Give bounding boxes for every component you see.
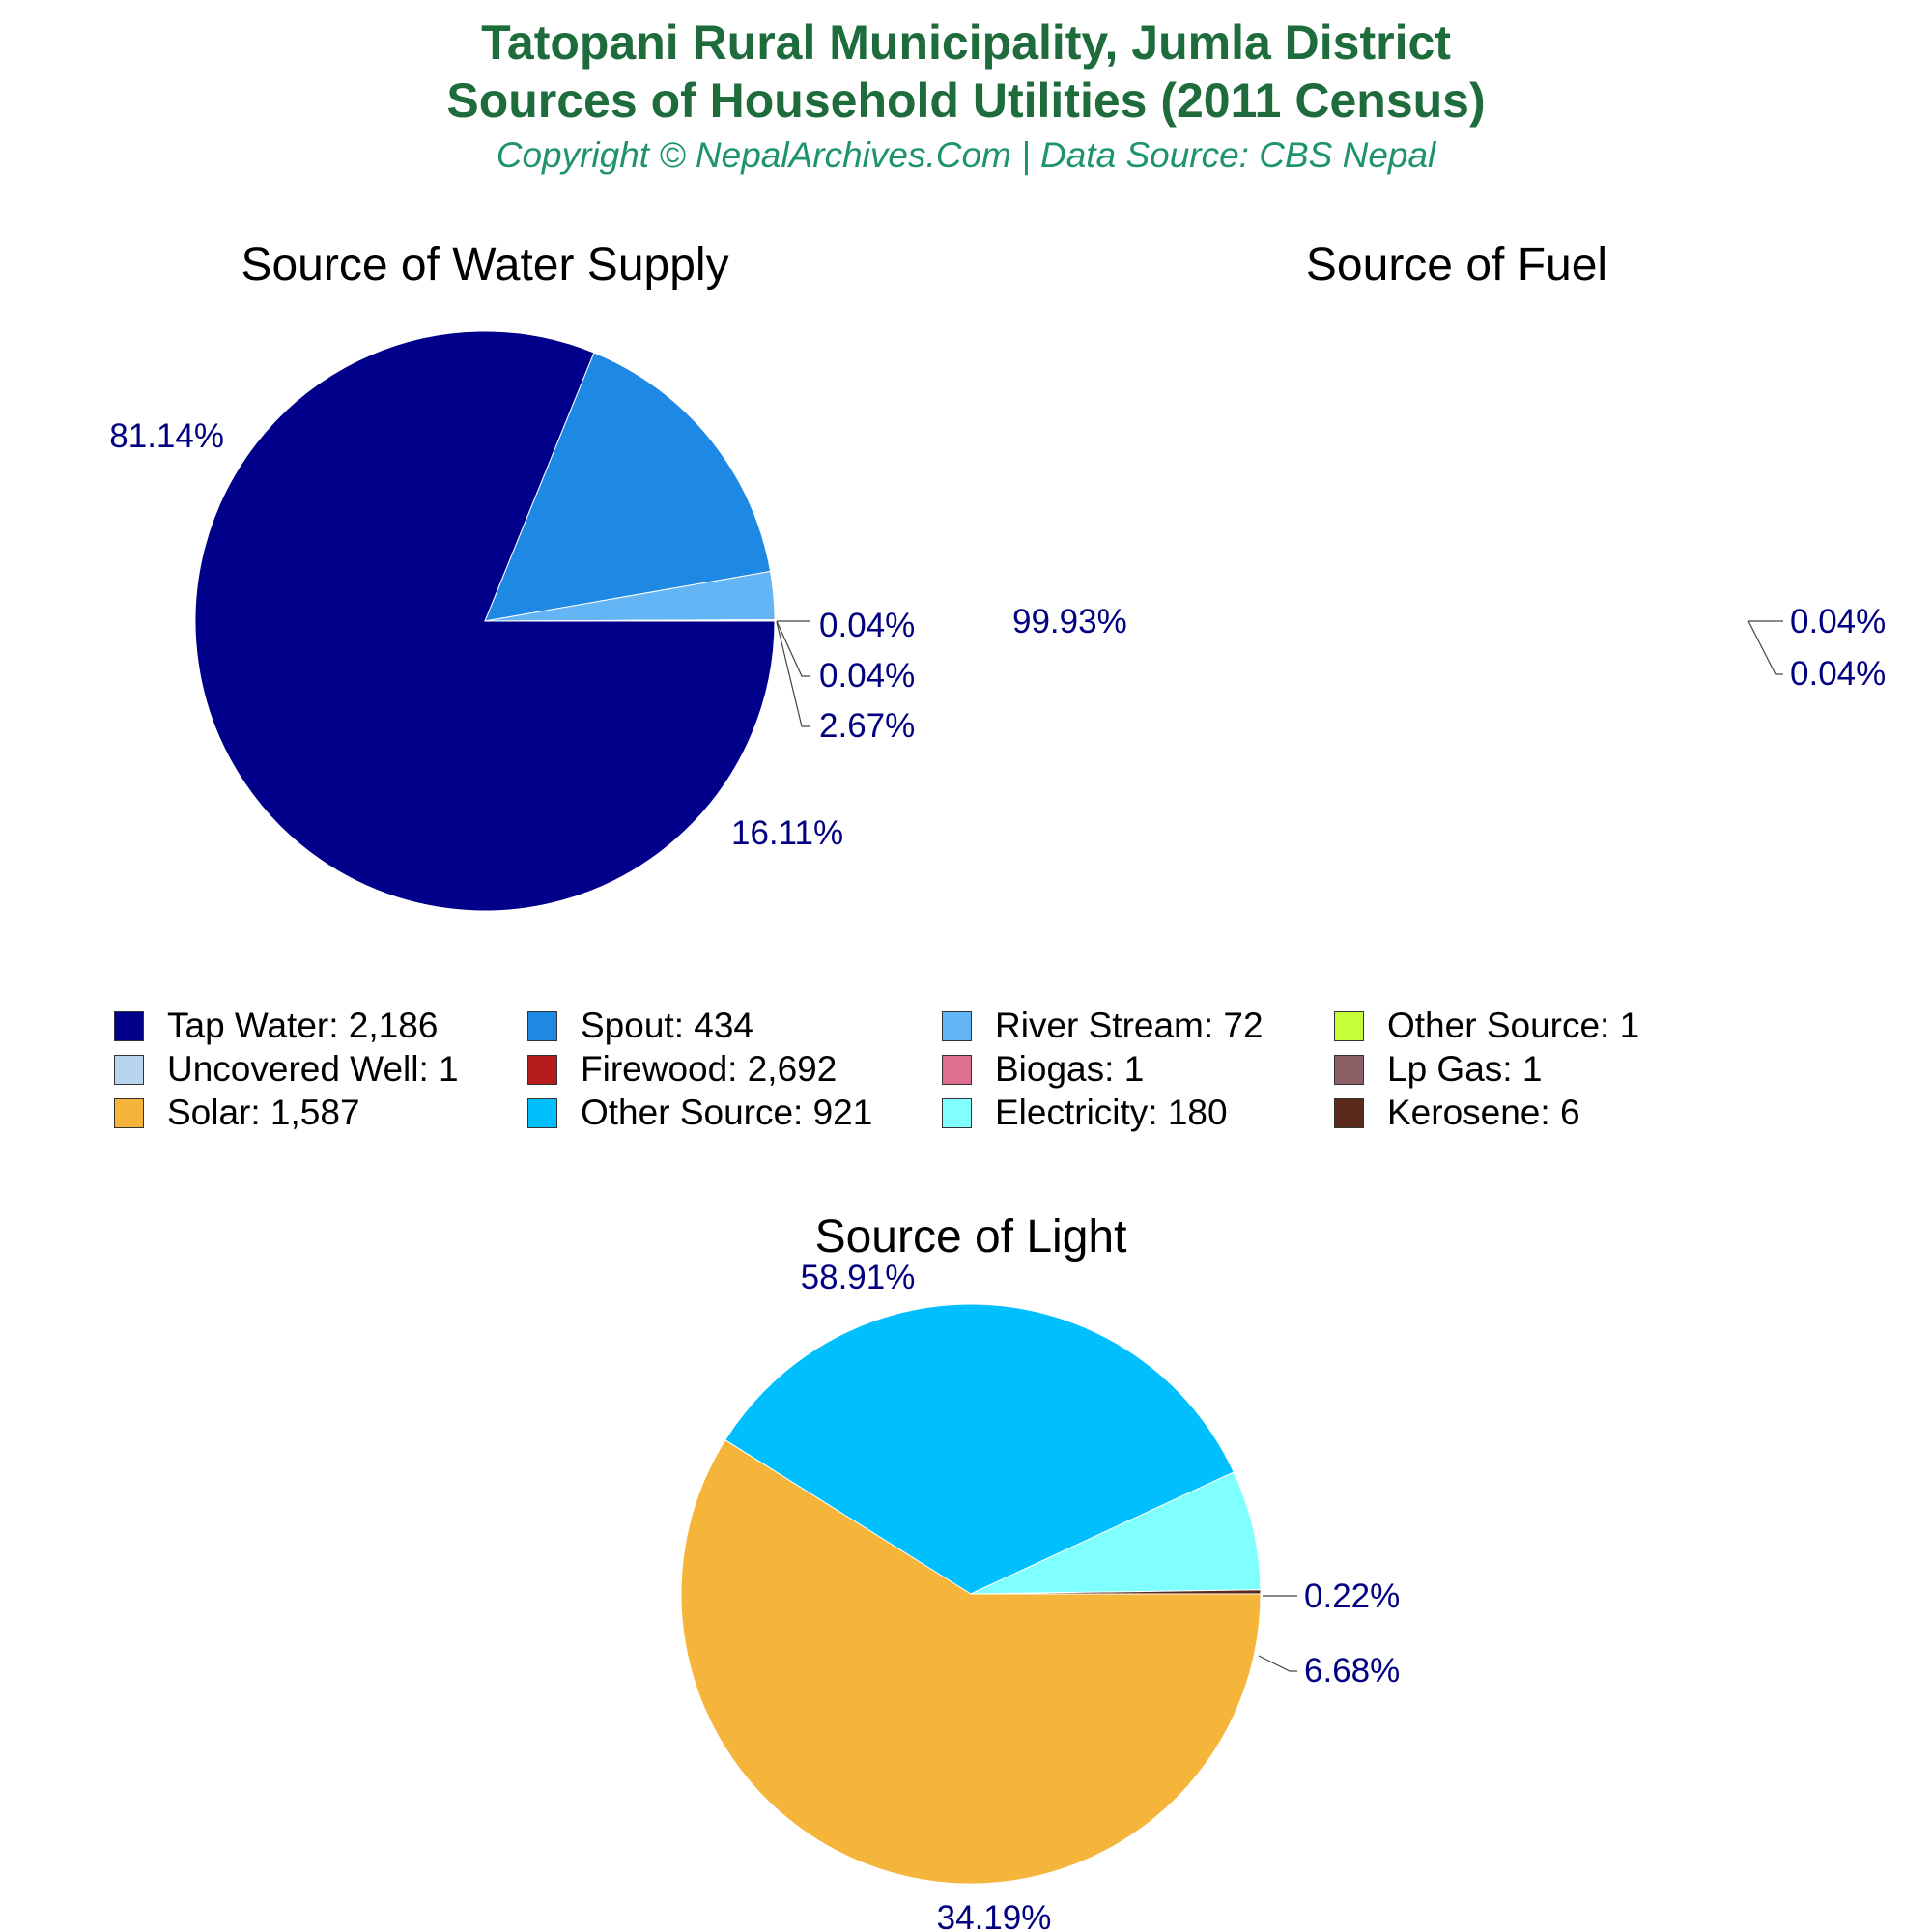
pie-slice-spout (484, 352, 772, 622)
legend-label: Lp Gas: 1 (1387, 1049, 1543, 1089)
legend-item: Uncovered Well: 1 (114, 1048, 459, 1091)
main-title-line-1: Tatopani Rural Municipality, Jumla Distr… (481, 15, 1451, 70)
pie-percent-label: 99.93% (1012, 603, 1127, 640)
pie-percent-label: 0.04% (819, 607, 915, 644)
pie-percent-label: 6.68% (1304, 1652, 1400, 1690)
pie-water-supply: Source of Water Supply 81.14% 16.11% 2.67%… (109, 240, 915, 912)
pie-percent-label: 0.04% (1790, 603, 1886, 640)
legend-label: Biogas: 1 (995, 1049, 1145, 1089)
chart-header: Tatopani Rural Municipality, Jumla Distr… (0, 14, 1932, 180)
pie-percent-label: 2.67% (819, 707, 915, 745)
legend-label: Other Source: 1 (1387, 1006, 1640, 1045)
pie-label-leader-line (776, 621, 810, 727)
pie-light-labels: 58.91% 34.19% 6.68% 0.22% (801, 1259, 1401, 1932)
legend-swatch (527, 1054, 557, 1085)
legend-label: Solar: 1,587 (167, 1093, 360, 1132)
legend-item: Electricity: 180 (942, 1092, 1228, 1134)
legend-label: Tap Water: 2,186 (167, 1006, 439, 1045)
legend-swatch (1334, 1010, 1364, 1041)
legend-item: Biogas: 1 (942, 1048, 1144, 1091)
legend-item: River Stream: 72 (942, 1005, 1264, 1047)
legend-item: Spout: 434 (527, 1005, 753, 1047)
pie-percent-label: 16.11% (731, 814, 843, 852)
legend-swatch (114, 1010, 144, 1041)
pie-percent-label: 34.19% (937, 1899, 1052, 1932)
pie-water-supply-slices (194, 330, 776, 912)
pie-light-slices (680, 1303, 1262, 1885)
legend-item: Solar: 1,587 (114, 1092, 360, 1134)
pie-label-leader-line (1258, 1655, 1297, 1672)
legend-label: Firewood: 2,692 (581, 1049, 838, 1089)
main-title-line-2: Sources of Household Utilities (2011 Cen… (446, 73, 1486, 128)
legend-label: Electricity: 180 (995, 1093, 1228, 1132)
pie-fuel-labels: 99.93% 0.04% 0.04% (1012, 603, 1886, 693)
legend-item: Firewood: 2,692 (527, 1048, 837, 1091)
pie-slice-kerosene (970, 1589, 1262, 1595)
legend-swatch (527, 1010, 557, 1041)
pie-percent-label: 0.04% (1790, 655, 1886, 693)
pie-water-supply-labels: 81.14% 16.11% 2.67% 0.04% 0.04% (109, 417, 915, 852)
legend-label: Spout: 434 (581, 1006, 753, 1045)
legend-swatch (942, 1010, 972, 1041)
legend-swatch (114, 1054, 144, 1085)
legend-swatch (942, 1097, 972, 1128)
legend-swatch (527, 1097, 557, 1128)
pie-percent-label: 0.04% (819, 657, 915, 695)
legend-swatch (942, 1054, 972, 1085)
legend-item: Other Source: 1 (1334, 1005, 1639, 1047)
legend-label: River Stream: 72 (995, 1006, 1264, 1045)
legend-item: Other Source: 921 (527, 1092, 872, 1134)
pie-title-water-supply: Source of Water Supply (241, 240, 728, 291)
pie-fuel: Source of Fuel 99.93% 0.04% 0.04% (1012, 240, 1886, 693)
legend-item: Kerosene: 6 (1334, 1092, 1580, 1134)
pie-slice-solar (680, 1439, 1262, 1885)
legend-item: Tap Water: 2,186 (114, 1005, 438, 1047)
pie-title-light: Source of Light (815, 1211, 1127, 1263)
pie-slice-tap-water (194, 330, 776, 912)
copyright-subtitle: Copyright © NepalArchives.Com | Data Sou… (496, 135, 1436, 175)
pie-label-leader-line (776, 620, 810, 677)
pie-slice-electricity (970, 1471, 1262, 1595)
legend-swatch (1334, 1054, 1364, 1085)
legend-swatch (114, 1097, 144, 1128)
pie-title-fuel: Source of Fuel (1306, 240, 1607, 291)
legend-label: Kerosene: 6 (1387, 1093, 1580, 1132)
pie-slice-other-source (724, 1303, 1235, 1595)
pie-percent-label: 0.22% (1304, 1577, 1400, 1615)
legend-label: Other Source: 921 (581, 1093, 873, 1132)
legend-label: Uncovered Well: 1 (167, 1049, 459, 1089)
legend-swatch (1334, 1097, 1364, 1128)
pie-label-leader-line (1747, 620, 1783, 675)
legend-item: Lp Gas: 1 (1334, 1048, 1542, 1091)
pie-percent-label: 58.91% (801, 1259, 916, 1296)
pie-light: Source of Light 58.91% 34.19% 6.68% 0.22% (680, 1211, 1401, 1932)
pie-slice-uncovered-well (484, 619, 776, 622)
pie-percent-label: 81.14% (109, 417, 224, 455)
